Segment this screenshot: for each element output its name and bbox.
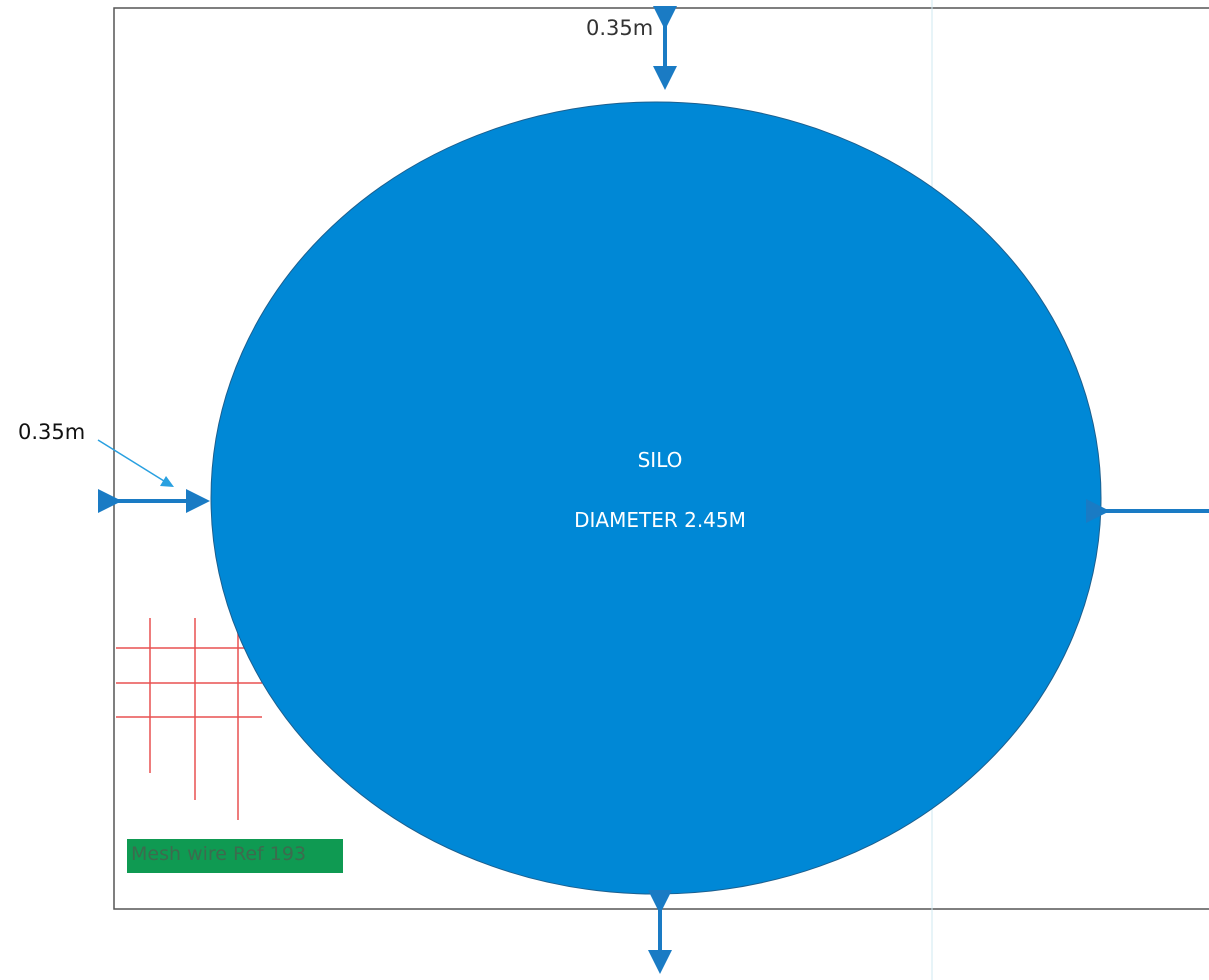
silo-circle <box>210 101 1102 895</box>
left-label-leader-arrow <box>97 439 174 487</box>
mesh-wire-grid <box>116 618 262 820</box>
mesh-wire-label: Mesh wire Ref 193 <box>131 843 307 865</box>
mesh-wire-label-box: Mesh wire Ref 193 <box>127 839 343 873</box>
top-clearance-label: 0.35m <box>586 16 654 40</box>
silo-diameter-text: DIAMETER 2.45M <box>574 508 746 532</box>
silo-title: SILO <box>637 448 683 472</box>
left-clearance-label: 0.35m <box>18 420 86 444</box>
